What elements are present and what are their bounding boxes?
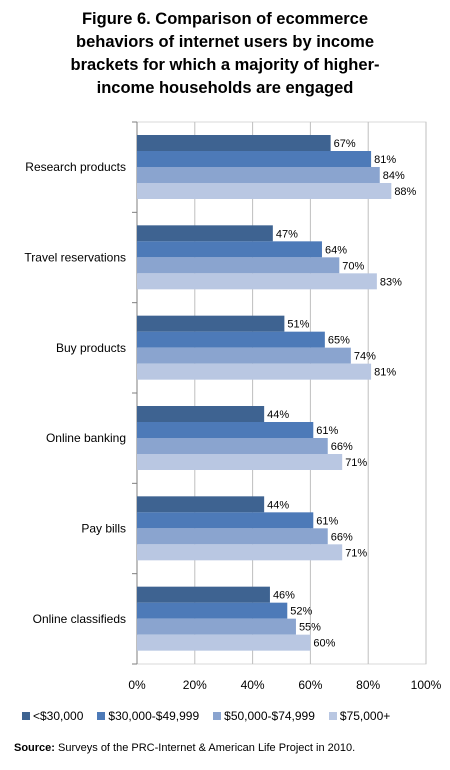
category-label: Pay bills bbox=[81, 522, 126, 536]
bar bbox=[137, 602, 288, 619]
bar bbox=[137, 586, 270, 603]
data-label: 64% bbox=[325, 244, 347, 256]
legend-item-4: $75,000+ bbox=[328, 709, 391, 723]
bar bbox=[137, 257, 340, 274]
x-tick-label: 100% bbox=[411, 678, 442, 692]
bar bbox=[137, 634, 311, 651]
legend-label-4: $75,000+ bbox=[339, 709, 391, 723]
bar bbox=[137, 241, 322, 258]
bar bbox=[137, 331, 325, 348]
bar bbox=[137, 273, 377, 290]
data-label: 66% bbox=[331, 441, 353, 453]
x-tick-label: 0% bbox=[128, 678, 146, 692]
data-label: 61% bbox=[316, 515, 338, 527]
data-label: 71% bbox=[345, 457, 367, 469]
legend-swatch-1 bbox=[22, 712, 30, 720]
data-label: 81% bbox=[374, 154, 396, 166]
bar bbox=[137, 363, 372, 380]
bar bbox=[137, 151, 372, 167]
category-label: Online classifieds bbox=[33, 612, 126, 626]
data-label: 51% bbox=[287, 319, 309, 331]
title-line-3: brackets for which a majority of higher- bbox=[70, 56, 380, 74]
source-note: Source: Surveys of the PRC-Internet & Am… bbox=[14, 742, 355, 754]
bar bbox=[137, 347, 351, 364]
bar bbox=[137, 496, 265, 513]
category-label: Online banking bbox=[46, 431, 126, 445]
data-label: 81% bbox=[374, 367, 396, 379]
x-tick-label: 40% bbox=[241, 678, 265, 692]
chart-title: Figure 6. Comparison of ecommerce behavi… bbox=[10, 8, 440, 100]
x-tick-label: 80% bbox=[356, 678, 380, 692]
bar bbox=[137, 135, 331, 151]
data-label: 52% bbox=[290, 606, 312, 618]
legend-label-3: $50,000-$74,999 bbox=[224, 709, 315, 723]
source-label: Source: bbox=[14, 742, 55, 754]
category-label: Research products bbox=[25, 160, 126, 174]
legend-label-2: $30,000-$49,999 bbox=[108, 709, 200, 723]
bar bbox=[137, 422, 314, 438]
data-label: 70% bbox=[342, 260, 364, 272]
x-tick-label: 60% bbox=[298, 678, 322, 692]
data-label: 55% bbox=[299, 622, 321, 634]
legend-item-3: $50,000-$74,999 bbox=[213, 709, 315, 723]
legend-swatch-2 bbox=[97, 712, 106, 720]
legend-label-1: <$30,000 bbox=[33, 709, 84, 723]
data-label: 44% bbox=[267, 499, 289, 511]
data-label: 60% bbox=[313, 638, 335, 650]
bar bbox=[137, 315, 285, 332]
legend-swatch-3 bbox=[213, 712, 222, 720]
bar bbox=[137, 618, 296, 635]
plot-area bbox=[136, 121, 427, 665]
category-label: Travel reservations bbox=[24, 251, 126, 265]
bar bbox=[137, 544, 343, 561]
data-label: 46% bbox=[273, 590, 295, 602]
x-tick-label: 20% bbox=[183, 678, 207, 692]
bar bbox=[137, 183, 392, 199]
title-line-1: Figure 6. Comparison of ecommerce bbox=[81, 10, 369, 28]
data-label: 65% bbox=[328, 335, 350, 347]
title-line-4: income households are engaged bbox=[96, 79, 354, 97]
source-text: Surveys of the PRC-Internet & American L… bbox=[54, 742, 356, 754]
data-label: 71% bbox=[345, 547, 367, 559]
bar bbox=[137, 167, 380, 183]
bar-chart: 0% 20% 40% 60% 80% 100% Research products 67% 81… bbox=[24, 121, 442, 692]
legend-item-1: <$30,000 bbox=[22, 709, 83, 723]
category-label: Buy products bbox=[56, 341, 126, 355]
data-label: 44% bbox=[267, 409, 289, 421]
data-label: 88% bbox=[394, 186, 416, 198]
data-label: 67% bbox=[334, 138, 356, 150]
legend-item-2: $30,000-$49,999 bbox=[97, 709, 199, 723]
data-label: 74% bbox=[354, 351, 376, 363]
bar bbox=[137, 528, 328, 545]
data-label: 61% bbox=[316, 425, 338, 437]
bar bbox=[137, 454, 343, 470]
data-label: 66% bbox=[331, 531, 353, 543]
title-line-2: behaviors of internet users by income bbox=[76, 33, 374, 51]
data-label: 83% bbox=[380, 276, 402, 288]
bar bbox=[137, 225, 273, 242]
chart-legend: <$30,000 $30,000-$49,999 $50,000-$74,999… bbox=[22, 709, 404, 723]
data-label: 47% bbox=[276, 228, 298, 240]
bar bbox=[137, 438, 328, 454]
bar bbox=[137, 406, 265, 422]
bar bbox=[137, 512, 314, 529]
data-label: 84% bbox=[383, 170, 405, 182]
legend-swatch-4 bbox=[328, 712, 337, 720]
